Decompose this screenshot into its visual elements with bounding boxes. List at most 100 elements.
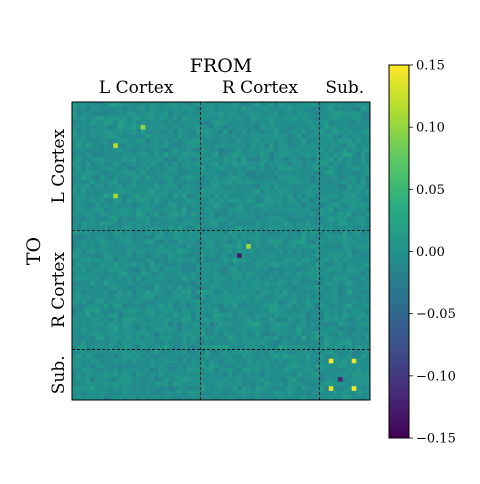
heatmap-cell bbox=[246, 234, 252, 240]
heatmap-cell bbox=[237, 312, 242, 318]
heatmap-cell bbox=[214, 175, 220, 181]
heatmap-cell bbox=[333, 358, 339, 364]
heatmap-cell bbox=[145, 262, 151, 268]
heatmap-cell bbox=[159, 216, 165, 222]
heatmap-cell bbox=[195, 312, 201, 318]
heatmap-cell bbox=[347, 280, 353, 286]
heatmap-cell bbox=[282, 317, 288, 323]
heatmap-cell bbox=[140, 175, 146, 181]
heatmap-cell bbox=[273, 267, 279, 272]
heatmap-cell bbox=[177, 344, 183, 350]
heatmap-cell bbox=[186, 234, 192, 240]
heatmap-cell bbox=[136, 390, 142, 396]
heatmap-cell bbox=[186, 322, 192, 327]
heatmap-cell bbox=[145, 175, 151, 181]
heatmap-cell bbox=[131, 111, 137, 117]
heatmap-cell bbox=[163, 189, 169, 195]
heatmap-cell bbox=[127, 377, 132, 383]
heatmap-cell bbox=[209, 170, 215, 176]
heatmap-cell bbox=[365, 202, 371, 208]
heatmap-cell bbox=[182, 175, 187, 181]
heatmap-cell bbox=[305, 340, 311, 346]
heatmap-cell bbox=[159, 120, 165, 126]
heatmap-cell bbox=[99, 143, 105, 149]
heatmap-cell bbox=[76, 363, 82, 369]
heatmap-cell bbox=[127, 303, 132, 309]
heatmap-cell bbox=[259, 294, 265, 300]
heatmap-cell bbox=[195, 386, 201, 392]
heatmap-cell bbox=[163, 349, 169, 355]
heatmap-cell bbox=[159, 386, 165, 392]
heatmap-cell bbox=[122, 257, 128, 263]
heatmap-cell bbox=[172, 322, 178, 327]
heatmap-cell bbox=[117, 239, 123, 245]
heatmap-cell bbox=[104, 134, 110, 140]
heatmap-cell bbox=[278, 170, 284, 176]
heatmap-cell bbox=[159, 257, 165, 263]
heatmap-cell bbox=[186, 111, 192, 117]
heatmap-cell bbox=[333, 299, 339, 305]
heatmap-cell bbox=[108, 271, 114, 277]
column-group-label: L Cortex bbox=[99, 78, 174, 98]
heatmap-cell bbox=[241, 367, 247, 373]
heatmap-cell bbox=[177, 152, 183, 158]
heatmap-cell bbox=[76, 207, 82, 213]
heatmap-cell bbox=[269, 184, 275, 190]
heatmap-cell bbox=[232, 294, 238, 300]
heatmap-cell bbox=[296, 134, 302, 140]
heatmap-cell bbox=[108, 147, 114, 153]
heatmap-cell bbox=[99, 212, 105, 217]
heatmap-cell bbox=[246, 253, 252, 259]
heatmap-cell bbox=[113, 198, 119, 204]
heatmap-cell bbox=[356, 216, 362, 222]
heatmap-cell bbox=[136, 106, 142, 112]
heatmap-cell bbox=[356, 138, 362, 144]
heatmap-cell bbox=[273, 395, 279, 401]
heatmap-cell bbox=[264, 386, 270, 392]
heatmap-cell bbox=[319, 285, 325, 291]
heatmap-cell bbox=[117, 262, 123, 268]
heatmap-cell bbox=[237, 184, 242, 190]
heatmap-cell bbox=[287, 129, 293, 135]
heatmap-cell bbox=[214, 138, 220, 144]
heatmap-cell bbox=[214, 326, 220, 332]
heatmap-cell bbox=[360, 225, 366, 231]
heatmap-cell bbox=[149, 202, 155, 208]
heatmap-cell bbox=[99, 124, 105, 130]
heatmap-cell bbox=[104, 106, 110, 112]
heatmap-cell bbox=[360, 326, 366, 332]
heatmap-cell bbox=[227, 386, 233, 392]
heatmap-cell bbox=[172, 225, 178, 231]
heatmap-cell bbox=[191, 157, 197, 162]
heatmap-cell bbox=[269, 198, 275, 204]
heatmap-cell bbox=[209, 271, 215, 277]
heatmap-cell bbox=[360, 294, 366, 300]
heatmap-cell bbox=[163, 106, 169, 112]
heatmap-cell bbox=[310, 349, 316, 355]
heatmap-cell bbox=[90, 354, 96, 360]
heatmap-cell bbox=[269, 312, 275, 318]
heatmap-cell bbox=[172, 166, 178, 172]
heatmap-cell bbox=[159, 106, 165, 112]
heatmap-cell bbox=[223, 367, 229, 373]
heatmap-cell bbox=[246, 216, 252, 222]
heatmap-cell bbox=[76, 294, 82, 300]
heatmap-cell bbox=[81, 312, 87, 318]
heatmap-cell bbox=[259, 221, 265, 227]
heatmap-cell bbox=[314, 267, 320, 272]
heatmap-cell bbox=[168, 239, 174, 245]
heatmap-cell bbox=[76, 248, 82, 254]
heatmap-cell bbox=[154, 106, 160, 112]
heatmap-cell bbox=[282, 354, 288, 360]
heatmap-cell bbox=[250, 308, 256, 314]
heatmap-cell bbox=[319, 179, 325, 185]
heatmap-cell bbox=[351, 230, 357, 236]
heatmap-cell bbox=[204, 386, 210, 392]
heatmap-cell bbox=[365, 157, 371, 162]
heatmap-cell bbox=[282, 239, 288, 245]
heatmap-cell bbox=[218, 234, 224, 240]
heatmap-cell bbox=[113, 244, 119, 250]
heatmap-cell bbox=[99, 111, 105, 117]
heatmap-cell bbox=[273, 124, 279, 130]
heatmap-cell bbox=[356, 294, 362, 300]
